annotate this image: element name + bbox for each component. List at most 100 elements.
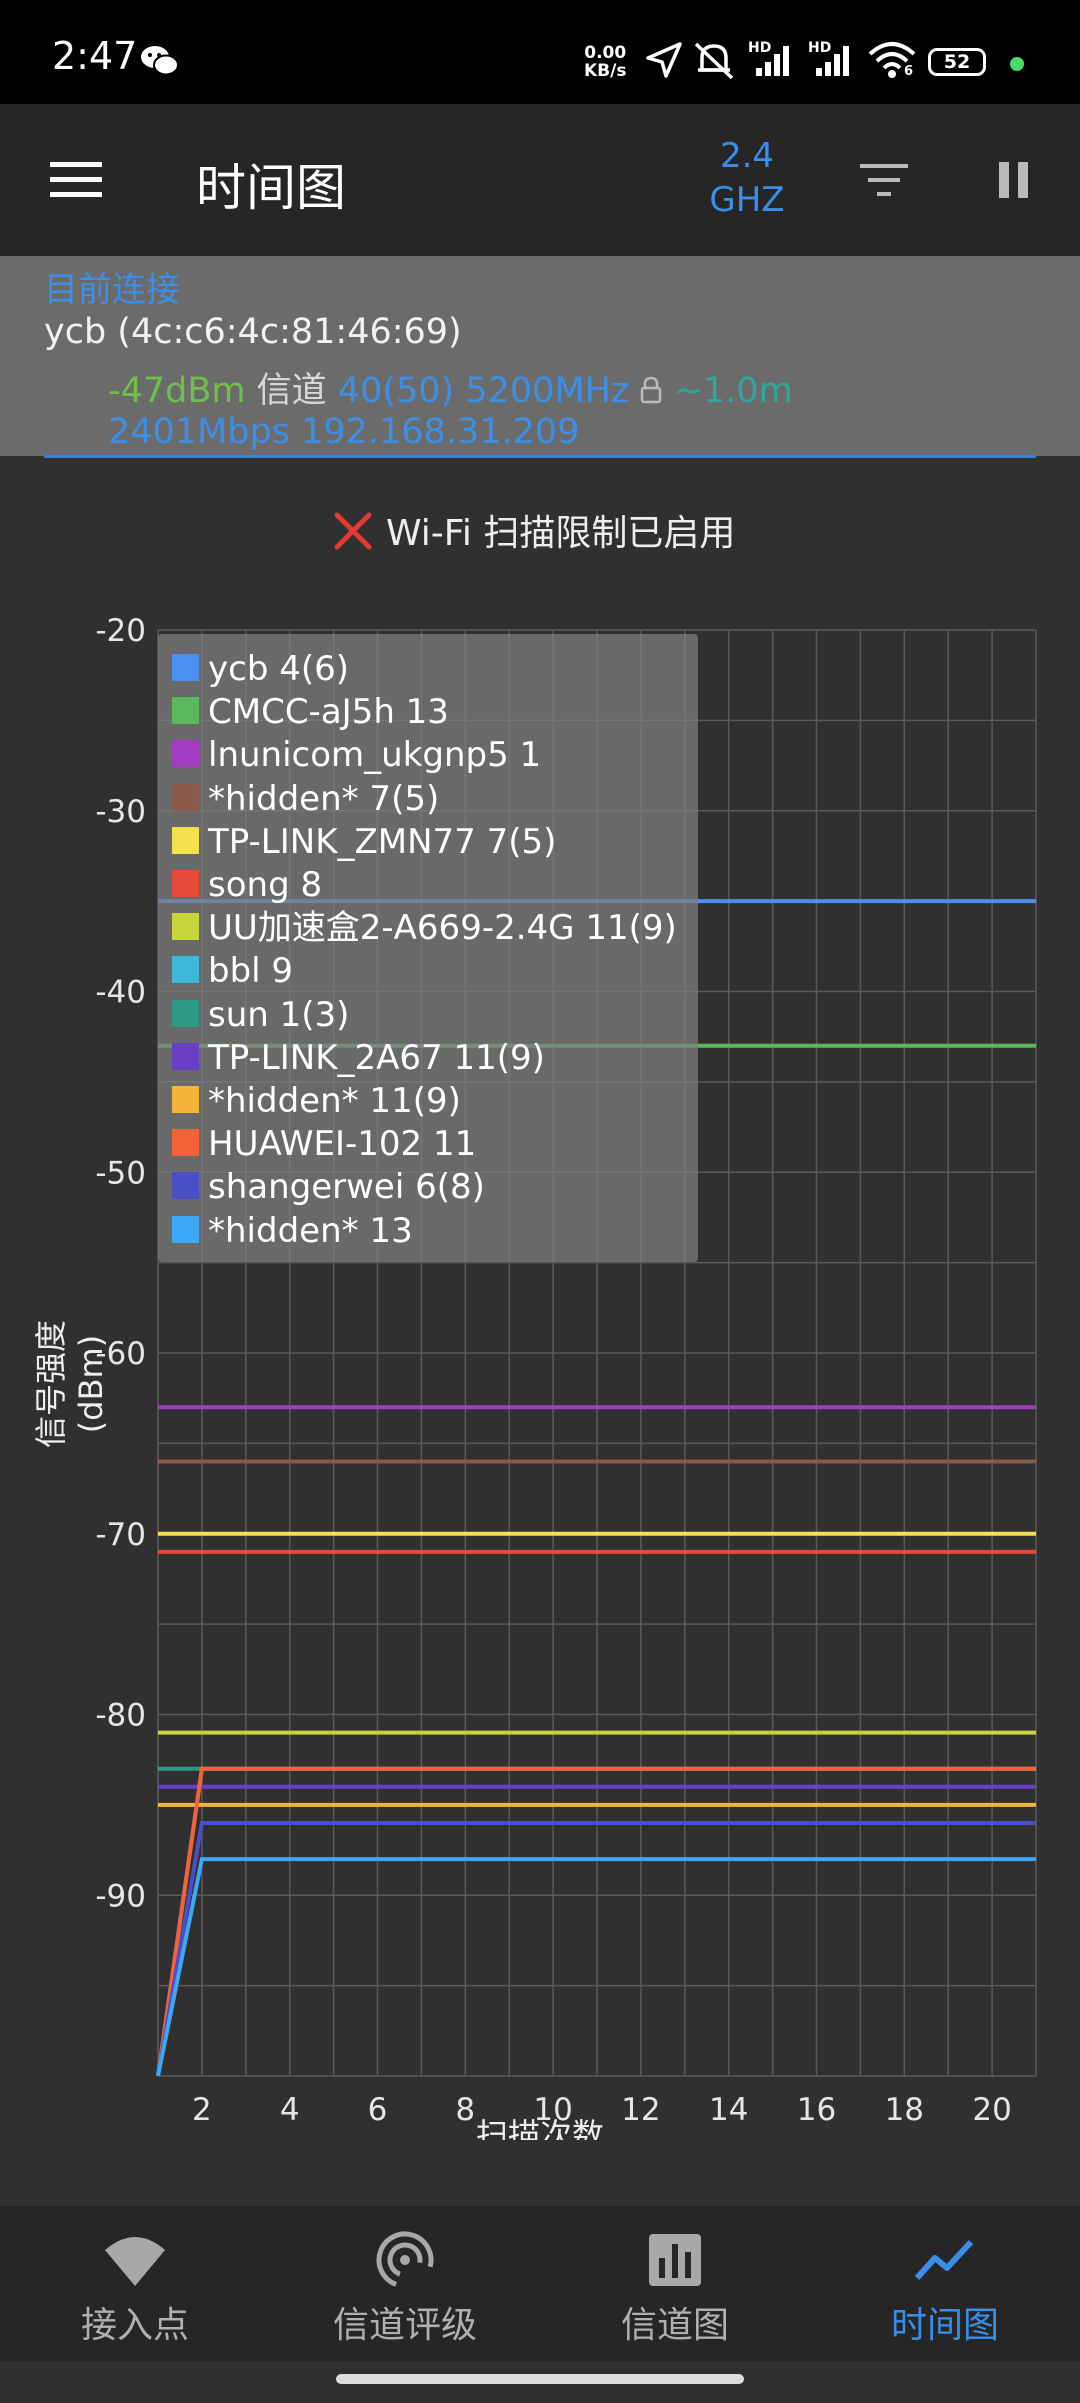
location-arrow-icon xyxy=(646,42,682,78)
series-line-11 xyxy=(156,1766,1036,2077)
connection-divider xyxy=(44,455,1036,458)
x-tick-label: 18 xyxy=(885,2092,924,2128)
y-tick-label: -20 xyxy=(95,613,146,649)
battery-indicator: 52 xyxy=(928,48,986,76)
band-value: 2.4 xyxy=(719,136,775,176)
scan-throttle-warning: Wi-Fi 扫描限制已启用 xyxy=(386,513,736,554)
nav-label-access-points: 接入点 xyxy=(80,2305,189,2346)
signal-strength-icon-1 xyxy=(756,46,789,76)
legend-swatch xyxy=(172,1215,199,1243)
hamburger-menu-icon[interactable] xyxy=(48,160,104,200)
current-connection-panel[interactable]: 目前连接 ycb (4c:c6:4c:81:46:69) -47dBm 信道 4… xyxy=(0,256,1080,458)
home-indicator[interactable] xyxy=(336,2374,744,2384)
x-tick-label: 20 xyxy=(972,2092,1011,2128)
connection-distance: ~1.0m xyxy=(673,371,793,411)
legend-swatch xyxy=(172,870,199,897)
legend-swatch xyxy=(172,697,199,725)
legend-label: bbl 9 xyxy=(208,951,294,992)
legend-swatch xyxy=(172,654,199,681)
legend-swatch xyxy=(172,1086,199,1113)
x-axis-label: 扫描次数 xyxy=(476,2116,604,2140)
y-tick-label: -70 xyxy=(95,1517,146,1553)
charging-dot xyxy=(1010,57,1024,71)
nav-time-graph[interactable]: 时间图 xyxy=(810,2206,1080,2361)
x-tick-label: 4 xyxy=(280,2092,300,2128)
x-tick-label: 6 xyxy=(368,2092,388,2128)
y-axis-label: 信号强度 (dBm) xyxy=(32,1320,110,1449)
chart-legend: ycb 4(6) CMCC-aJ5h 13 lnunicom_ukgnp5 1 *hi… xyxy=(158,634,698,1262)
connection-details: -47dBm 信道 40(50) 5200MHz ~1.0m xyxy=(108,362,793,413)
bottom-navigation: 接入点 信道评级 信道图 时间图 xyxy=(0,2206,1080,2361)
chart-ticks: -20 -30 -40 -50 -60 -70 -80 -90 2 4 6 8 10 12 14 16 18 20 xyxy=(95,613,1011,2128)
connection-signal: -47dBm xyxy=(108,371,246,411)
x-tick-label: 14 xyxy=(709,2092,748,2128)
chart-series xyxy=(156,899,1036,2077)
wifi-badge: 6 xyxy=(904,64,914,79)
filter-icon[interactable] xyxy=(858,160,910,200)
legend-swatch xyxy=(172,826,199,854)
hd-badge-2: HD xyxy=(808,40,832,56)
legend-label: ycb 4(6) xyxy=(208,649,349,689)
legend-swatch xyxy=(172,740,199,768)
access-point-icon xyxy=(105,2237,165,2286)
mute-bell-icon xyxy=(694,42,734,80)
x-tick-label: 8 xyxy=(455,2092,475,2128)
y-tick-label: -30 xyxy=(95,794,146,830)
legend-label: TP-LINK_ZMN77 7(5) xyxy=(208,821,557,862)
x-tick-label: 12 xyxy=(621,2092,660,2128)
channel-label: 信道 xyxy=(256,371,327,411)
legend-swatch xyxy=(172,999,199,1027)
wifi-icon xyxy=(868,42,916,78)
connection-header: 目前连接 xyxy=(44,270,180,310)
app-bar: 时间图 2.4 GHZ xyxy=(0,104,1080,256)
network-speed: 0.00 KB/s xyxy=(584,44,626,80)
legend-label: *hidden* 13 xyxy=(208,1210,413,1251)
status-time: 2:47 xyxy=(52,34,138,78)
nav-label-channel-graph: 信道图 xyxy=(620,2305,729,2346)
network-speed-value: 0.00 xyxy=(584,43,627,63)
legend-label: song 8 xyxy=(208,865,323,905)
pause-icon[interactable] xyxy=(996,158,1032,202)
network-speed-unit: KB/s xyxy=(584,61,627,81)
nav-access-points[interactable]: 接入点 xyxy=(0,2206,270,2361)
legend-label: *hidden* 7(5) xyxy=(208,778,440,819)
y-tick-label: -80 xyxy=(95,1698,146,1734)
legend-swatch xyxy=(172,913,199,941)
x-tick-label: 16 xyxy=(797,2092,836,2128)
legend-swatch xyxy=(172,1129,199,1157)
nav-label-time-graph: 时间图 xyxy=(890,2305,999,2346)
band-toggle-button[interactable]: 2.4 GHZ xyxy=(692,134,802,222)
legend-label: *hidden* 11(9) xyxy=(208,1081,461,1121)
connection-channel: 40(50) xyxy=(337,371,455,411)
connection-speed-ip: 2401Mbps 192.168.31.209 xyxy=(108,412,580,452)
page-title: 时间图 xyxy=(196,159,346,217)
y-tick-label: -40 xyxy=(95,975,146,1011)
legend-swatch xyxy=(172,956,199,984)
nav-channel-rating[interactable]: 信道评级 xyxy=(270,2206,540,2361)
status-bar: 2:47 0.00 KB/s HD HD 6 52 xyxy=(0,0,1080,104)
y-tick-label: -50 xyxy=(95,1155,146,1191)
channel-graph-icon xyxy=(649,2234,701,2286)
time-graph-icon xyxy=(914,2239,974,2281)
nav-label-channel-rating: 信道评级 xyxy=(332,2305,477,2346)
legend-label: sun 1(3) xyxy=(208,994,350,1035)
legend-swatch xyxy=(172,1042,199,1070)
legend-label: UU加速盒2-A669-2.4G 11(9) xyxy=(208,908,677,949)
x-tick-label: 10 xyxy=(533,2092,572,2128)
legend-label: TP-LINK_2A67 11(9) xyxy=(208,1037,545,1078)
connection-frequency: 5200MHz xyxy=(465,371,630,411)
close-x-icon xyxy=(334,512,372,550)
series-line-12 xyxy=(156,1820,1036,2077)
signal-strength-icon-2 xyxy=(816,46,849,76)
legend-label: shangerwei 6(8) xyxy=(208,1167,485,1208)
band-unit: GHZ xyxy=(709,180,785,220)
channel-rating-icon xyxy=(376,2231,434,2289)
legend-label: lnunicom_ukgnp5 1 xyxy=(208,735,542,776)
legend-swatch xyxy=(172,1172,199,1200)
legend-swatch xyxy=(172,783,199,811)
connection-ssid: ycb (4c:c6:4c:81:46:69) xyxy=(44,312,462,352)
wechat-icon xyxy=(141,46,179,76)
y-tick-label: -90 xyxy=(95,1878,146,1914)
nav-channel-graph[interactable]: 信道图 xyxy=(540,2206,810,2361)
lock-icon xyxy=(641,376,662,404)
